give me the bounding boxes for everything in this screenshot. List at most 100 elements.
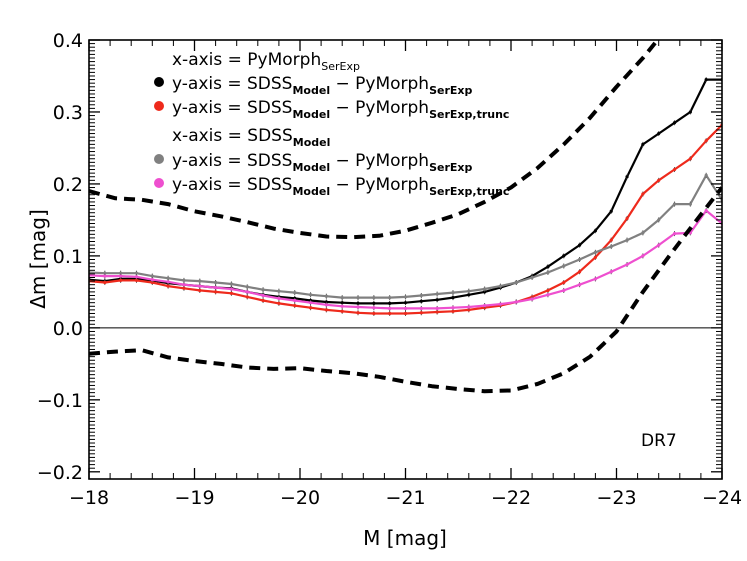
- data-point: [245, 285, 249, 289]
- data-point: [546, 270, 550, 275]
- data-point: [214, 280, 218, 285]
- data-point: [308, 306, 313, 310]
- data-point: [688, 157, 692, 161]
- data-point: [562, 280, 566, 285]
- data-point: [546, 293, 550, 297]
- y-tick-label: 0.4: [53, 30, 83, 52]
- data-point: [388, 296, 392, 300]
- data-point: [403, 311, 408, 316]
- data-point: [308, 301, 313, 305]
- x-tick-labels: −18 −19 −20 −21 −22 −23 −24: [69, 487, 742, 509]
- data-point: [198, 284, 202, 288]
- legend-marker-gray: [154, 154, 164, 164]
- data-point: [451, 306, 455, 310]
- data-point: [530, 275, 534, 280]
- legend-label-gray: y-axis = SDSSModel − PyMorphSerExp: [172, 151, 473, 174]
- data-point: [498, 284, 503, 288]
- data-point: [356, 301, 360, 305]
- data-point: [293, 291, 297, 295]
- data-point: [340, 301, 344, 305]
- x-tick-label: −20: [280, 487, 320, 509]
- data-point: [293, 303, 297, 308]
- data-point: [704, 77, 708, 82]
- data-point: [103, 271, 107, 275]
- data-point: [403, 301, 408, 305]
- data-point: [150, 280, 154, 285]
- data-point: [625, 216, 629, 221]
- annotation-dr7: DR7: [641, 431, 677, 451]
- data-point: [593, 277, 598, 281]
- data-point: [467, 308, 471, 312]
- data-point: [150, 274, 154, 278]
- legend-label-black: y-axis = SDSSModel − PyMorphSerExp: [172, 74, 473, 97]
- data-point: [198, 279, 202, 283]
- legend-label-red: y-axis = SDSSModel − PyMorphSerExp,trunc: [172, 98, 509, 121]
- data-point: [229, 291, 234, 295]
- data-point: [609, 209, 613, 213]
- data-point: [150, 278, 154, 282]
- y-tick-label: −0.2: [37, 462, 83, 484]
- data-point: [562, 254, 566, 258]
- data-point: [577, 283, 582, 287]
- y-tick-label: 0.0: [53, 318, 83, 340]
- legend-marker-black: [154, 77, 164, 87]
- data-point: [166, 276, 170, 280]
- data-point: [451, 291, 455, 295]
- legend-marker-red: [154, 101, 164, 111]
- data-point: [229, 287, 234, 291]
- series-line-5: [89, 186, 722, 394]
- data-point: [198, 288, 202, 293]
- data-point: [593, 229, 598, 233]
- data-point: [609, 244, 613, 249]
- data-point: [119, 274, 123, 278]
- legend: x-axis = PyMorphSerExp y-axis = SDSSMode…: [154, 50, 509, 198]
- data-point: [214, 290, 218, 294]
- x-tick-label: −21: [385, 487, 425, 509]
- data-point: [451, 296, 455, 300]
- data-point: [483, 303, 487, 308]
- data-point: [229, 282, 234, 286]
- data-point: [530, 297, 534, 301]
- legend-group1-header: x-axis = PyMorphSerExp: [172, 50, 360, 73]
- legend-label-magenta: y-axis = SDSSModel − PyMorphSerExp,trunc: [172, 175, 509, 198]
- data-point: [356, 305, 360, 309]
- data-point: [324, 308, 328, 312]
- data-point: [577, 270, 582, 274]
- y-axis-label: Δm [mag]: [26, 209, 50, 309]
- data-point: [641, 142, 645, 146]
- data-point: [688, 202, 692, 206]
- data-point: [372, 311, 376, 316]
- data-point: [324, 303, 328, 307]
- x-tick-label: −18: [69, 487, 109, 509]
- data-point: [119, 278, 123, 282]
- data-point: [546, 288, 550, 293]
- x-axis-label: M [mag]: [363, 526, 447, 550]
- data-point: [435, 310, 439, 314]
- data-point: [435, 292, 439, 296]
- data-point: [625, 238, 629, 242]
- x-tick-label: −19: [174, 487, 214, 509]
- data-point: [261, 293, 265, 298]
- data-point: [277, 289, 281, 293]
- data-point: [467, 305, 471, 309]
- data-point: [403, 295, 408, 299]
- data-point: [562, 264, 566, 268]
- data-point: [419, 293, 423, 298]
- data-point: [672, 202, 677, 206]
- x-tick-label: −22: [491, 487, 531, 509]
- series-line-3: [89, 209, 722, 310]
- data-point: [340, 309, 344, 313]
- data-point: [388, 306, 392, 311]
- data-point: [562, 288, 566, 293]
- data-point: [103, 274, 107, 278]
- data-point: [467, 293, 471, 297]
- data-point: [245, 290, 249, 294]
- data-point: [435, 298, 439, 302]
- y-tick-label: −0.1: [37, 390, 83, 412]
- data-point: [182, 283, 186, 287]
- data-point: [704, 139, 708, 143]
- data-point: [293, 298, 297, 303]
- data-point: [609, 270, 613, 274]
- data-point: [419, 299, 423, 303]
